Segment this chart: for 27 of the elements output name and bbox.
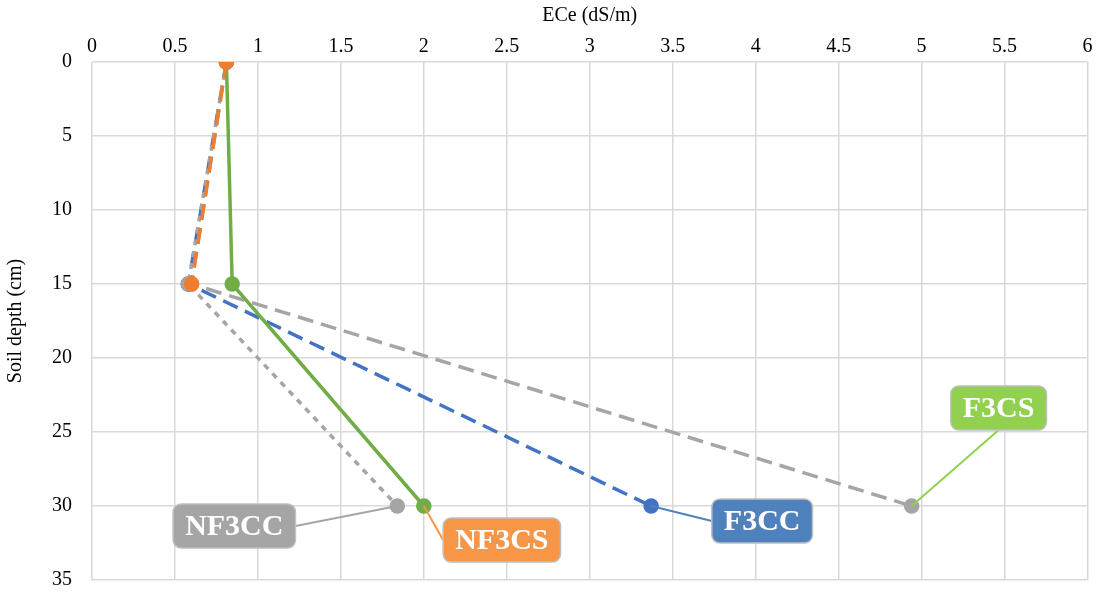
x-tick-label: 2 [418, 34, 429, 57]
x-tick-label: 5 [916, 34, 927, 57]
y-tick-label: 15 [52, 271, 72, 294]
y-tick-label: 20 [52, 345, 72, 368]
x-tick-label: 5.5 [992, 34, 1018, 57]
x-tick-label: 1 [252, 34, 263, 57]
y-tick-label: 35 [52, 567, 72, 590]
y-tick-label: 25 [52, 419, 72, 442]
y-tick-label: 30 [52, 493, 72, 516]
annotation: NF3CS [455, 521, 549, 555]
y-tick-label: 5 [62, 123, 72, 146]
x-tick-label: 3.5 [660, 34, 686, 57]
y-axis-title: Soil depth (cm) [3, 258, 27, 384]
annotation: NF3CC [185, 507, 284, 541]
x-tick-label: 1.5 [328, 34, 354, 57]
x-tick-label: 3 [584, 34, 595, 57]
x-tick-label: 0.5 [162, 34, 188, 57]
annotation: F3CS [962, 389, 1035, 423]
annotation: F3CC [723, 502, 801, 536]
y-tick-label: 0 [62, 49, 72, 72]
x-tick-label: 4.5 [826, 34, 852, 57]
x-tick-label: 6 [1082, 34, 1093, 57]
x-axis-title: ECe (dS/m) [542, 3, 638, 27]
x-tick-label: 4 [750, 34, 761, 57]
x-tick-label: 2.5 [494, 34, 520, 57]
y-tick-label: 10 [52, 197, 72, 220]
x-tick-label: 0 [87, 34, 97, 57]
